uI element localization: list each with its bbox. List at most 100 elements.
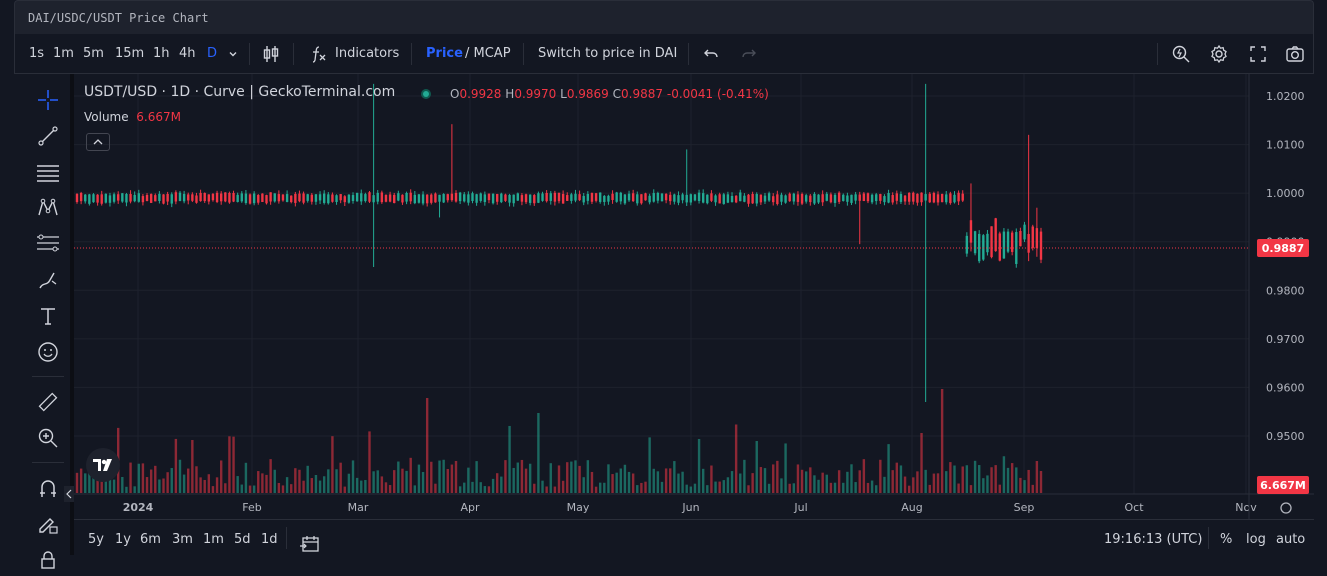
indicators-button[interactable]: Indicators xyxy=(335,46,400,61)
volume-bar xyxy=(487,486,491,493)
volume-bar xyxy=(277,482,281,493)
axis-settings-icon[interactable] xyxy=(1280,502,1292,514)
candle-body xyxy=(743,195,746,202)
range-5y[interactable]: 5y xyxy=(88,532,104,547)
utc-clock[interactable]: 19:16:13 (UTC) xyxy=(1104,532,1203,547)
candle-body xyxy=(92,194,95,203)
candle-body xyxy=(145,194,149,202)
candle-body xyxy=(224,192,227,202)
volume-bar xyxy=(211,486,215,493)
volume-bar xyxy=(813,475,816,493)
candle-body xyxy=(804,195,808,202)
interval-5m[interactable]: 5m xyxy=(83,46,104,61)
volume-bar xyxy=(463,482,466,493)
volume-bar xyxy=(734,424,738,493)
mcap-toggle[interactable]: / MCAP xyxy=(465,46,511,61)
pattern-icon[interactable] xyxy=(32,192,64,224)
candle-body xyxy=(281,194,285,201)
auto-toggle[interactable]: auto xyxy=(1276,532,1306,547)
candle-body xyxy=(195,195,198,203)
volume-bar xyxy=(706,485,709,493)
candle-body xyxy=(112,194,116,202)
volume-bar xyxy=(932,473,936,493)
ruler-icon[interactable] xyxy=(32,386,64,418)
undo-icon[interactable] xyxy=(703,46,719,62)
candle-body xyxy=(269,192,272,202)
range-1m[interactable]: 1m xyxy=(203,532,224,547)
interval-1h[interactable]: 1h xyxy=(153,46,170,61)
interval-d[interactable]: D xyxy=(207,46,218,61)
brush-icon[interactable] xyxy=(32,264,64,296)
candle-body xyxy=(1019,230,1022,247)
quick-search-icon[interactable] xyxy=(1171,44,1191,64)
fib-retracement-icon[interactable] xyxy=(32,228,64,260)
volume-bar xyxy=(664,468,668,493)
volume-bar xyxy=(912,477,915,493)
volume-bar xyxy=(500,476,503,493)
calendar-goto-icon[interactable] xyxy=(300,530,320,552)
price-chart[interactable]: 1.02001.01001.00000.99000.98000.97000.96… xyxy=(74,74,1314,519)
zoom-in-icon[interactable] xyxy=(32,422,64,454)
candle-body xyxy=(393,194,396,204)
switch-to-dai-button[interactable]: Switch to price in DAI xyxy=(538,46,678,61)
candle-body xyxy=(932,193,936,203)
volume-bar xyxy=(780,478,783,493)
lock-icon[interactable] xyxy=(32,544,64,576)
candle-body xyxy=(355,192,359,202)
volume-bar xyxy=(438,460,441,493)
volume-bar xyxy=(368,431,371,493)
candle-body xyxy=(339,194,342,201)
candle-body xyxy=(1035,228,1039,249)
candle-body xyxy=(710,193,713,201)
candle-body xyxy=(747,194,750,204)
candle-body xyxy=(924,194,927,201)
candle-body xyxy=(446,194,449,201)
camera-icon[interactable] xyxy=(1285,44,1305,64)
horizontal-lines-icon[interactable] xyxy=(32,156,64,188)
percent-toggle[interactable]: % xyxy=(1220,532,1233,547)
y-tick-label: 0.9500 xyxy=(1266,430,1305,443)
candle-body xyxy=(586,193,590,201)
candle-body xyxy=(182,193,186,202)
fullscreen-icon[interactable] xyxy=(1249,45,1267,63)
fx-icon[interactable] xyxy=(309,44,329,64)
redo-icon[interactable] xyxy=(741,46,757,62)
volume-bar xyxy=(669,468,672,493)
candle-body xyxy=(916,193,919,203)
magnet-icon[interactable] xyxy=(32,472,64,504)
text-tool-icon[interactable] xyxy=(32,300,64,332)
tradingview-logo[interactable] xyxy=(86,448,120,482)
range-5d[interactable]: 5d xyxy=(234,532,251,547)
range-1d[interactable]: 1d xyxy=(261,532,278,547)
volume-bar xyxy=(471,481,474,493)
volume-bar xyxy=(825,474,828,493)
candle-body xyxy=(528,194,532,203)
volume-bar xyxy=(475,461,478,493)
range-6m[interactable]: 6m xyxy=(140,532,161,547)
chevron-down-icon[interactable] xyxy=(227,48,239,60)
candle-body xyxy=(940,193,944,203)
candle-body xyxy=(644,193,647,201)
interval-1m[interactable]: 1m xyxy=(53,46,74,61)
interval-1s[interactable]: 1s xyxy=(29,46,45,61)
x-tick-label: Oct xyxy=(1124,501,1144,514)
lock-pencil-icon[interactable] xyxy=(32,508,64,540)
candle-body xyxy=(1031,226,1034,248)
crosshair-icon[interactable] xyxy=(32,84,64,116)
candle-body xyxy=(780,194,783,202)
interval-15m[interactable]: 15m xyxy=(115,46,145,61)
trend-line-icon[interactable] xyxy=(32,120,64,152)
interval-4h[interactable]: 4h xyxy=(179,46,196,61)
range-3m[interactable]: 3m xyxy=(172,532,193,547)
volume-bar xyxy=(541,480,544,493)
range-1y[interactable]: 1y xyxy=(115,532,131,547)
log-toggle[interactable]: log xyxy=(1246,532,1266,547)
emoji-icon[interactable] xyxy=(32,336,64,368)
toolbar-collapse-arrow[interactable] xyxy=(64,486,74,502)
legend-collapse-button[interactable] xyxy=(86,133,110,151)
candle-body xyxy=(607,195,610,202)
volume-bar xyxy=(969,485,973,493)
candlestick-type-icon[interactable] xyxy=(261,44,281,64)
settings-gear-icon[interactable] xyxy=(1209,44,1229,64)
price-toggle[interactable]: Price xyxy=(426,46,463,61)
